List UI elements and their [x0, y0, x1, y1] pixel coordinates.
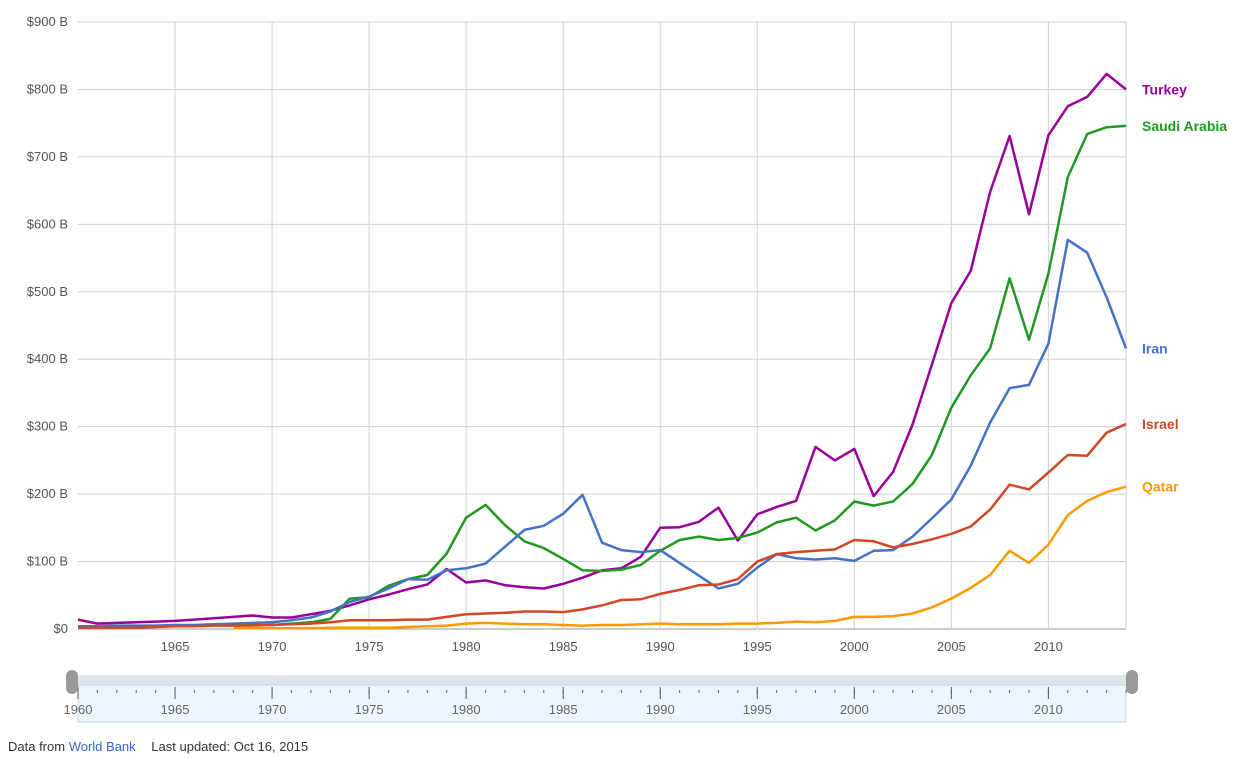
x-tick-label-1970: 1970: [258, 639, 287, 654]
x-tick-label-2010: 2010: [1034, 639, 1063, 654]
y-tick-label-500: $500 B: [27, 284, 68, 299]
series-label-israel: Israel: [1142, 416, 1179, 432]
series-line-saudi-arabia: [233, 124, 1127, 627]
y-tick-label-400: $400 B: [27, 351, 68, 366]
y-tick-label-200: $200 B: [27, 486, 68, 501]
series-label-iran: Iran: [1142, 340, 1168, 356]
x-tick-label-2000: 2000: [840, 639, 869, 654]
footer: Data from World Bank Last updated: Oct 1…: [8, 739, 308, 754]
range-tick-label-1975: 1975: [355, 702, 384, 717]
x-tick-label-1995: 1995: [743, 639, 772, 654]
range-tick-label-2010: 2010: [1034, 702, 1063, 717]
series-label-saudi-arabia: Saudi Arabia: [1142, 118, 1227, 134]
y-tick-label-300: $300 B: [27, 419, 68, 434]
x-tick-label-1980: 1980: [452, 639, 481, 654]
line-chart: $0 $100 B $200 B $300 B $400 B $500 B $600 B $7…: [27, 14, 1227, 723]
series-line-iran: [78, 238, 1128, 628]
series-label-qatar: Qatar: [1142, 479, 1179, 495]
range-tick-label-1995: 1995: [743, 702, 772, 717]
source-prefix: Data from: [8, 739, 66, 754]
y-tick-label-100: $100 B: [27, 554, 68, 569]
last-updated: Last updated: Oct 16, 2015: [151, 739, 309, 754]
range-tick-label-1960: 1960: [64, 702, 93, 717]
range-selector[interactable]: 1960 1965 1970 1975 1980 1985 1990 1995 2000 2005…: [64, 670, 1138, 723]
range-tick-label-2005: 2005: [937, 702, 966, 717]
y-tick-label-0: $0: [54, 621, 68, 636]
y-tick-label-700: $700 B: [27, 149, 68, 164]
series-line-qatar: [233, 485, 1127, 630]
x-tick-label-1990: 1990: [646, 639, 675, 654]
x-tick-label-1965: 1965: [161, 639, 190, 654]
series-line-israel: [78, 422, 1127, 629]
range-tick-label-1990: 1990: [646, 702, 675, 717]
y-tick-label-600: $600 B: [27, 216, 68, 231]
range-handle-left[interactable]: [66, 670, 78, 694]
y-axis: $0 $100 B $200 B $300 B $400 B $500 B $600 B $7…: [27, 14, 68, 636]
range-track: [78, 675, 1126, 685]
range-tick-label-1965: 1965: [161, 702, 190, 717]
range-tick-label-1980: 1980: [452, 702, 481, 717]
range-handle-right[interactable]: [1126, 670, 1138, 694]
x-tick-label-1985: 1985: [549, 639, 578, 654]
y-tick-label-900: $900 B: [27, 14, 68, 29]
x-axis: 1965 1970 1975 1980 1985 1990 1995 2000 2005 2010: [161, 639, 1063, 654]
x-tick-label-2005: 2005: [937, 639, 966, 654]
series-label-turkey: Turkey: [1142, 81, 1187, 97]
y-tick-label-800: $800 B: [27, 81, 68, 96]
series-lines: [77, 72, 1128, 630]
world-bank-link[interactable]: World Bank: [68, 739, 136, 754]
x-tick-label-1975: 1975: [355, 639, 384, 654]
range-tick-label-2000: 2000: [840, 702, 869, 717]
range-tick-label-1970: 1970: [258, 702, 287, 717]
series-labels: Turkey Saudi Arabia Iran Israel Qatar: [1142, 81, 1227, 494]
range-tick-label-1985: 1985: [549, 702, 578, 717]
grid-lines: [78, 21, 1127, 630]
